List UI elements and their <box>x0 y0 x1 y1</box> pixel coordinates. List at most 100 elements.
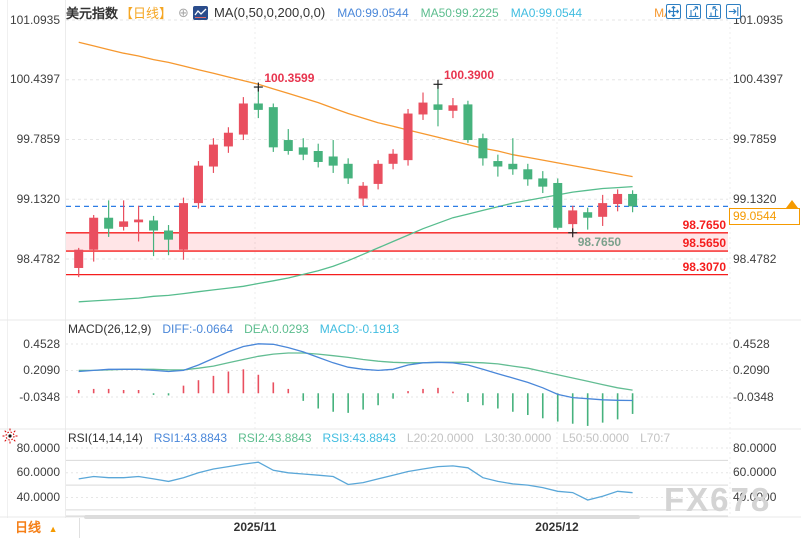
rsi-l50-label: L50:50.0000 <box>562 431 630 445</box>
candle-body <box>74 249 84 268</box>
price-axis-label-left: 100.4397 <box>9 72 60 87</box>
candlestick-chart-icon[interactable] <box>192 5 208 20</box>
zoom-out-chart-icon[interactable] <box>706 4 721 19</box>
macd-axis-label-right: 0.2090 <box>733 363 770 378</box>
rsi-l30-label: L30:30.0000 <box>484 431 552 445</box>
candle-body <box>628 193 638 207</box>
price-axis-label-left: 98.4782 <box>16 251 60 266</box>
period-tag[interactable]: 【日线】 <box>120 6 173 21</box>
candle-body <box>223 132 233 147</box>
macd-axis-label-left: 0.4528 <box>23 336 60 351</box>
rsi2-value: RSI2:43.8843 <box>238 431 312 445</box>
candle-body <box>328 156 338 166</box>
candle-body <box>478 138 488 159</box>
candle-body <box>388 153 398 164</box>
macd-dea-value: DEA:0.0293 <box>244 322 309 336</box>
support-level-label: 98.7650 <box>682 217 726 232</box>
rsi-axis-label-left: 40.0000 <box>16 490 60 504</box>
rsi-axis-label-left: 60.0000 <box>16 465 60 480</box>
candle-body <box>373 163 383 184</box>
macd-dea-line <box>78 352 633 391</box>
price-axis-label-left: 101.0935 <box>9 12 60 27</box>
watermark: FX678 <box>664 481 772 518</box>
tab-arrow-icon: ▲ <box>48 524 58 534</box>
candle-body <box>149 220 159 231</box>
candle-body <box>463 104 473 141</box>
horizontal-scrollbar[interactable] <box>84 515 640 519</box>
chart-toolbar <box>666 4 741 19</box>
ma0-value: MA0:99.0544 <box>337 5 409 20</box>
macd-diff-value: DIFF:-0.0664 <box>162 322 234 336</box>
date-axis-label: 2025/12 <box>535 520 579 534</box>
rsi-axis-label-right: 40.0000 <box>733 490 777 504</box>
candle-body <box>283 140 293 152</box>
left-edge-divider <box>7 0 8 538</box>
pan-move-icon[interactable] <box>666 4 681 19</box>
price-axis-label-left: 99.1320 <box>16 191 60 206</box>
macd-axis-label-left: -0.0348 <box>19 389 60 404</box>
macd-axis-label-left: 0.2090 <box>23 363 60 378</box>
macd-axis-label-right: -0.0348 <box>733 389 774 404</box>
candle-body <box>193 165 203 204</box>
candle-body <box>553 182 563 228</box>
candle-body <box>119 221 129 227</box>
rsi-header: RSI(14,14,14) RSI1:43.8843 RSI2:43.8843 … <box>68 431 681 445</box>
candle-body <box>403 113 413 161</box>
alarm-flash-icon[interactable] <box>2 428 18 449</box>
candle-body <box>253 103 263 110</box>
symbol-title: 美元指数 <box>66 6 119 21</box>
candle-body <box>104 217 114 229</box>
macd-axis-label-right: 0.4528 <box>733 336 770 351</box>
rsi1-value: RSI1:43.8843 <box>153 431 228 445</box>
support-band <box>66 232 728 252</box>
high-annotation: 100.3900 <box>443 68 495 83</box>
candle-body <box>134 219 144 223</box>
support-level-label: 98.3070 <box>682 259 726 274</box>
candle-body <box>298 147 308 155</box>
zoom-in-chart-icon[interactable] <box>686 4 701 19</box>
rsi-l70-label: L70:7 <box>640 431 671 445</box>
candle-body <box>508 163 518 170</box>
axis-divider <box>65 0 66 538</box>
candle-body <box>613 193 623 205</box>
candle-body <box>493 161 503 167</box>
rsi3-value: RSI3:43.8843 <box>322 431 396 445</box>
price-axis-label-right: 99.1320 <box>733 191 777 206</box>
candle-body <box>178 203 188 250</box>
scroll-up-arrow-icon[interactable] <box>786 200 798 208</box>
candle-body <box>523 169 533 180</box>
ma50-value: MA50:99.2225 <box>420 5 499 20</box>
rsi-l20-label: L20:20.0000 <box>406 431 474 445</box>
rsi-axis-label-right: 80.0000 <box>733 440 777 455</box>
candle-body <box>89 217 99 250</box>
rsi-title[interactable]: RSI(14,14,14) <box>68 431 143 445</box>
low-annotation: 98.7650 <box>577 234 622 249</box>
candle-body <box>598 203 608 217</box>
date-axis-label: 2025/11 <box>233 520 277 534</box>
chart-header: 美元指数 【日线】 ⊕ MA(0,50,0,200,0,0) MA0:99.05… <box>66 3 679 22</box>
candle-body <box>448 105 458 111</box>
candle-body <box>358 185 368 199</box>
candle-body <box>238 103 248 135</box>
price-axis-label-left: 99.7859 <box>16 132 60 146</box>
high-annotation: 100.3599 <box>264 71 315 86</box>
go-to-latest-icon[interactable] <box>726 4 741 19</box>
tab-daily-label: 日线 <box>15 520 42 535</box>
current-price-tag[interactable]: 99.0544 <box>729 208 800 225</box>
ma-settings[interactable]: MA(0,50,0,200,0,0) <box>213 5 326 20</box>
ma-green-line <box>78 185 633 303</box>
price-axis-label-right: 101.0935 <box>733 12 784 27</box>
candle-body <box>164 230 174 240</box>
rsi-line <box>78 461 633 501</box>
macd-diff-line <box>78 343 633 402</box>
macd-header: MACD(26,12,9) DIFF:-0.0664 DEA:0.0293 MA… <box>68 322 410 336</box>
candle-body <box>538 178 548 187</box>
candle-body <box>433 104 443 110</box>
macd-title[interactable]: MACD(26,12,9) <box>68 322 152 336</box>
tab-daily[interactable]: 日线 ▲ <box>0 518 80 538</box>
price-axis-label-right: 98.4782 <box>733 251 777 266</box>
add-indicator-icon[interactable]: ⊕ <box>178 4 189 20</box>
support-level-label: 98.5650 <box>682 236 726 251</box>
